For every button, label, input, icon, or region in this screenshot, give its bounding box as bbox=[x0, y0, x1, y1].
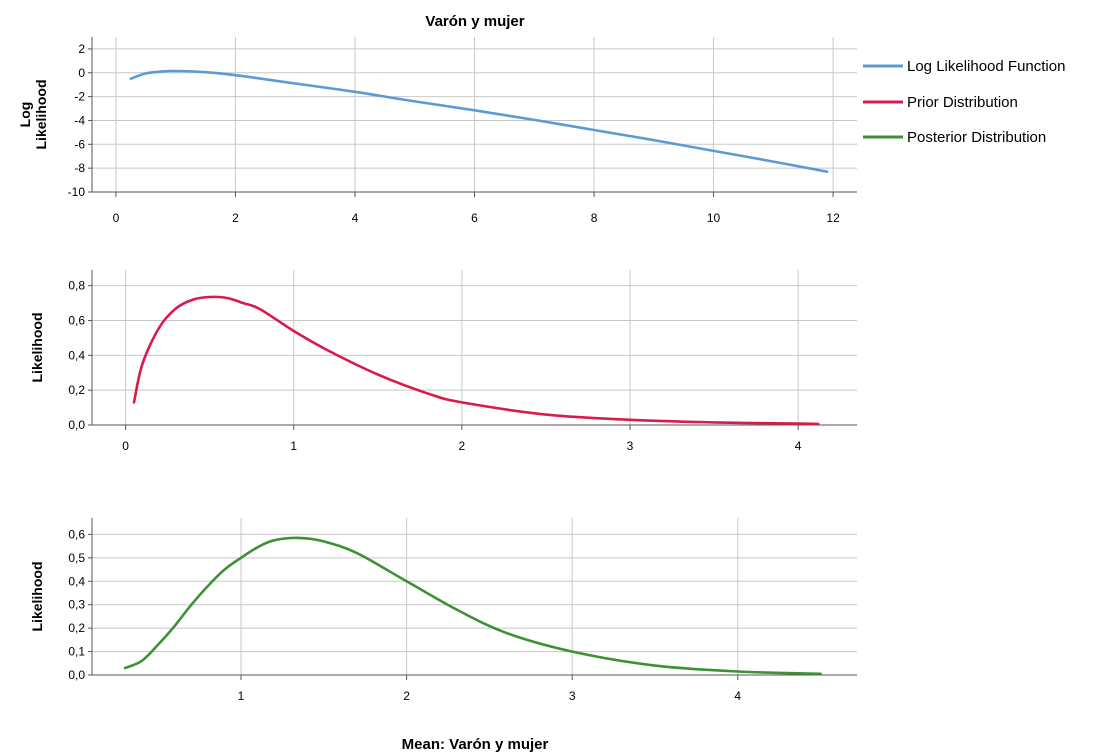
x-tick-label-log-likelihood: 2 bbox=[232, 211, 239, 225]
x-axis-title: Mean: Varón y mujer bbox=[402, 736, 549, 753]
y-tick-label-log-likelihood: 0 bbox=[78, 66, 85, 80]
y-tick-label-log-likelihood: -4 bbox=[74, 113, 85, 127]
x-tick-label-log-likelihood: 0 bbox=[113, 211, 120, 225]
x-tick-label-prior: 0 bbox=[122, 439, 129, 453]
x-tick-label-prior: 1 bbox=[290, 439, 297, 453]
legend-label-prior: Prior Distribution bbox=[907, 94, 1018, 111]
x-tick-label-posterior: 4 bbox=[734, 689, 741, 703]
y-tick-label-log-likelihood: -2 bbox=[74, 90, 85, 104]
y-tick-label-prior: 0,8 bbox=[68, 279, 85, 293]
x-tick-label-posterior: 1 bbox=[238, 689, 245, 703]
legend-label-posterior: Posterior Distribution bbox=[907, 129, 1046, 146]
x-tick-label-posterior: 3 bbox=[569, 689, 576, 703]
y-tick-label-posterior: 0,4 bbox=[68, 574, 85, 588]
y-tick-label-log-likelihood: -10 bbox=[68, 185, 86, 199]
x-tick-label-log-likelihood: 4 bbox=[352, 211, 359, 225]
y-tick-label-posterior: 0,2 bbox=[68, 621, 85, 635]
panel-prior: 0,8 0,6 0,4 0,2 0,0 0 1 2 3 4 Likelihood bbox=[29, 270, 857, 453]
y-axis-title-prior: Likelihood bbox=[29, 313, 45, 383]
y-tick-label-prior: 0,0 bbox=[68, 418, 85, 432]
x-tick-label-log-likelihood: 10 bbox=[707, 211, 721, 225]
y-tick-label-posterior: 0,6 bbox=[68, 527, 85, 541]
x-tick-label-log-likelihood: 12 bbox=[826, 211, 840, 225]
x-tick-label-log-likelihood: 8 bbox=[591, 211, 598, 225]
y-tick-label-posterior: 0,3 bbox=[68, 598, 85, 612]
series-line-log-likelihood bbox=[129, 69, 829, 173]
x-tick-label-prior: 3 bbox=[627, 439, 634, 453]
x-tick-label-prior: 4 bbox=[795, 439, 802, 453]
y-tick-label-prior: 0,4 bbox=[68, 348, 85, 362]
x-tick-label-posterior: 2 bbox=[403, 689, 410, 703]
y-tick-label-posterior: 0,1 bbox=[68, 645, 85, 659]
y-axis-title-posterior: Likelihood bbox=[29, 562, 45, 632]
series-line-prior bbox=[132, 295, 820, 426]
y-tick-label-posterior: 0,0 bbox=[68, 668, 85, 682]
y-tick-label-posterior: 0,5 bbox=[68, 551, 85, 565]
legend: Log Likelihood Function Prior Distributi… bbox=[863, 58, 1065, 146]
y-tick-label-log-likelihood: 2 bbox=[78, 42, 85, 56]
series-line-posterior bbox=[123, 536, 822, 676]
y-tick-label-prior: 0,2 bbox=[68, 383, 85, 397]
x-tick-label-prior: 2 bbox=[459, 439, 466, 453]
chart-title: Varón y mujer bbox=[425, 13, 524, 30]
y-tick-label-log-likelihood: -8 bbox=[74, 161, 85, 175]
panel-posterior: 0,6 0,5 0,4 0,3 0,2 0,1 0,0 1 2 3 4 Likelihood bbox=[29, 518, 857, 703]
y-tick-label-prior: 0,6 bbox=[68, 314, 85, 328]
panel-log-likelihood: 2 0 -2 -4 -6 -8 -10 0 2 4 6 8 10 12 LogLikelihood bbox=[17, 37, 857, 225]
y-tick-label-log-likelihood: -6 bbox=[74, 137, 85, 151]
legend-label-log-likelihood: Log Likelihood Function bbox=[907, 58, 1065, 75]
y-axis-title-log-likelihood: LogLikelihood bbox=[17, 80, 49, 150]
x-tick-label-log-likelihood: 6 bbox=[471, 211, 478, 225]
